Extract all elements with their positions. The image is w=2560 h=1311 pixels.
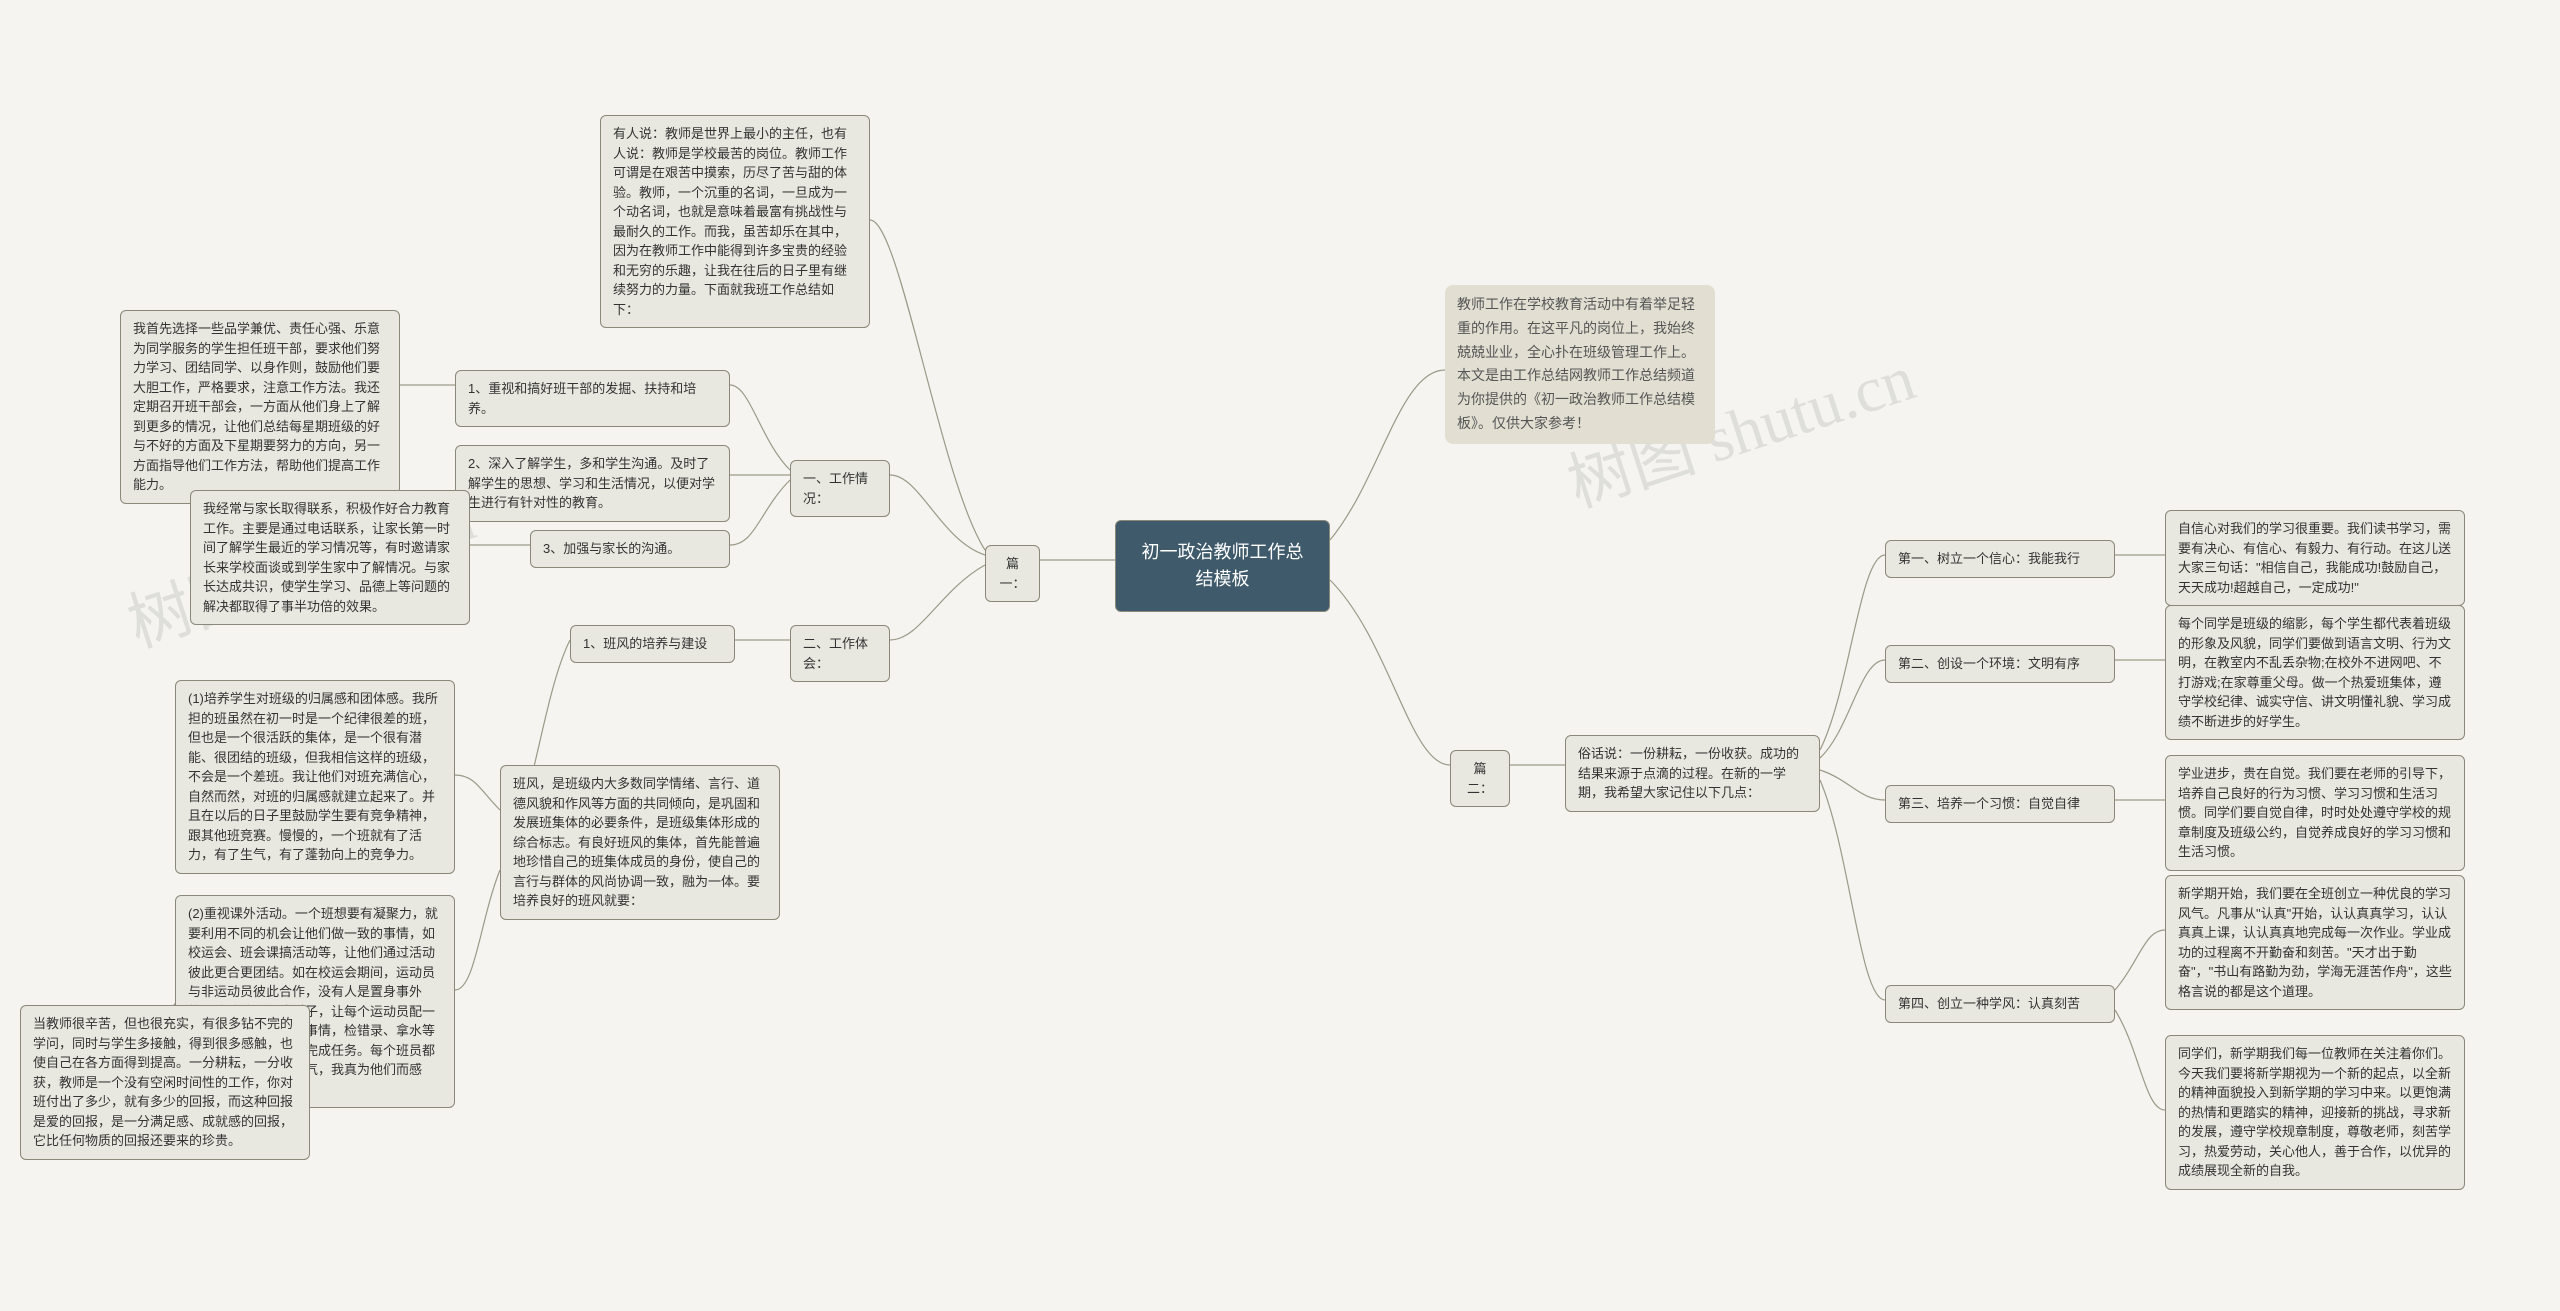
s2-item1: 1、班风的培养与建设 xyxy=(570,625,735,663)
point-4-detail-a: 新学期开始，我们要在全班创立一种优良的学习风气。凡事从"认真"开始，认认真真学习… xyxy=(2165,875,2465,1010)
left-preface: 有人说：教师是世界上最小的主任，也有人说：教师是学校最苦的岗位。教师工作可谓是在… xyxy=(600,115,870,328)
s1-item3-detail: 我经常与家长取得联系，积极作好合力教育工作。主要是通过电话联系，让家长第一时间了… xyxy=(190,490,470,625)
point-3[interactable]: 第三、培养一个习惯：自觉自律 xyxy=(1885,785,2115,823)
right-preface: 俗话说：一份耕耘，一份收获。成功的结果来源于点滴的过程。在新的一学期，我希望大家… xyxy=(1565,735,1820,812)
intro-node: 教师工作在学校教育活动中有着举足轻重的作用。在这平凡的岗位上，我始终兢兢业业，全… xyxy=(1445,285,1715,444)
root-node[interactable]: 初一政治教师工作总结模板 xyxy=(1115,520,1330,612)
point-4-detail-b: 同学们，新学期我们每一位教师在关注着你们。今天我们要将新学期视为一个新的起点，以… xyxy=(2165,1035,2465,1190)
point-4[interactable]: 第四、创立一种学风：认真刻苦 xyxy=(1885,985,2115,1023)
s1-item2: 2、深入了解学生，多和学生沟通。及时了解学生的思想、学习和生活情况，以便对学生进… xyxy=(455,445,730,522)
section-2[interactable]: 二、工作体会： xyxy=(790,625,890,682)
mindmap-canvas: 树图 shutu.cn 树图 shutu.cn xyxy=(0,0,2560,1311)
s2-sub-b-extra: 当教师很辛苦，但也很充实，有很多钻不完的学问，同时与学生多接触，得到很多感触，也… xyxy=(20,1005,310,1160)
branch-1[interactable]: 篇一： xyxy=(985,545,1040,602)
s2-item1-detail: 班风，是班级内大多数同学情绪、言行、道德风貌和作风等方面的共同倾向，是巩固和发展… xyxy=(500,765,780,920)
s1-item1-detail: 我首先选择一些品学兼优、责任心强、乐意为同学服务的学生担任班干部，要求他们努力学… xyxy=(120,310,400,504)
point-1-detail: 自信心对我们的学习很重要。我们读书学习，需要有决心、有信心、有毅力、有行动。在这… xyxy=(2165,510,2465,606)
section-1[interactable]: 一、工作情况： xyxy=(790,460,890,517)
s1-item1: 1、重视和搞好班干部的发掘、扶持和培养。 xyxy=(455,370,730,427)
s2-sub-a: (1)培养学生对班级的归属感和团体感。我所担的班虽然在初一时是一个纪律很差的班，… xyxy=(175,680,455,874)
branch-2[interactable]: 篇二： xyxy=(1450,750,1510,807)
point-2[interactable]: 第二、创设一个环境：文明有序 xyxy=(1885,645,2115,683)
point-1[interactable]: 第一、树立一个信心：我能我行 xyxy=(1885,540,2115,578)
point-2-detail: 每个同学是班级的缩影，每个学生都代表着班级的形象及风貌，同学们要做到语言文明、行… xyxy=(2165,605,2465,740)
point-3-detail: 学业进步，贵在自觉。我们要在老师的引导下，培养自己良好的行为习惯、学习习惯和生活… xyxy=(2165,755,2465,871)
s1-item3: 3、加强与家长的沟通。 xyxy=(530,530,730,568)
